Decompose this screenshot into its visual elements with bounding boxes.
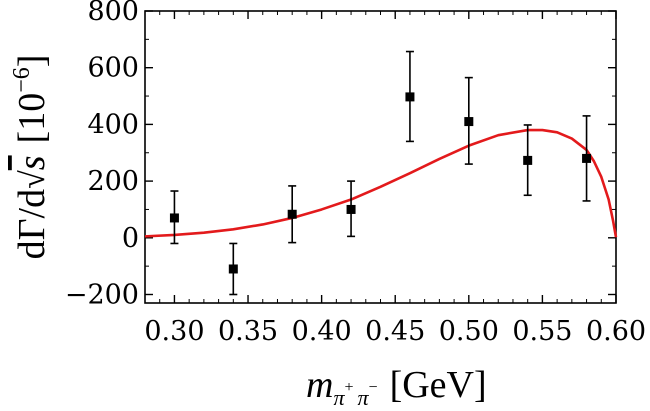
x-axis-title-sub1: π [333,385,345,410]
data-point [169,213,179,223]
sqrt-symbol-icon: √ [15,170,52,189]
x-tick-label: 0.60 [586,316,646,347]
y-axis: −200 0 200 400 600 800 [65,0,616,310]
x-tick-label: 0.55 [512,316,572,347]
x-axis-title-sup1: + [344,379,353,396]
x-axis-title-sub2: π [358,385,370,410]
x-axis-title-unit: [GeV] [390,364,487,406]
data-point [405,92,415,102]
data-point [464,117,474,127]
y-axis-title-unit-open: [10 [11,93,53,144]
x-axis-title-sup2: − [369,379,378,396]
x-axis: 0.30 0.35 0.40 0.45 0.50 0.55 0.60 [144,11,646,347]
x-axis-title: mπ+ π− [GeV] [306,364,487,410]
y-tick-label: 800 [87,0,139,27]
data-point [228,264,238,274]
x-tick-label: 0.30 [144,316,204,347]
data-point [582,153,592,163]
y-tick-label: 0 [122,223,139,254]
x-tick-label: 0.35 [218,316,278,347]
x-tick-label: 0.45 [365,316,425,347]
y-tick-label: −200 [65,279,139,310]
data-points-layer [169,50,592,296]
data-point [287,209,297,219]
x-tick-label: 0.50 [439,316,499,347]
x-axis-title-var: m [306,364,333,406]
y-axis-title: dΓ/d√s [10−6] [9,55,53,260]
fit-curve [144,128,618,238]
y-axis-title-unit-close: ] [11,55,53,68]
y-tick-label: 400 [87,109,139,140]
y-tick-label: 200 [87,166,139,197]
y-axis-title-exponent: −6 [9,67,35,93]
fit-curve-layer [144,128,618,238]
y-axis-title-prefix: dΓ/d [11,189,53,260]
y-axis-title-radicand: s [11,155,53,170]
plot-frame [144,10,617,304]
data-point [346,204,356,214]
y-tick-label: 600 [87,53,139,84]
data-point [523,155,533,165]
x-tick-label: 0.40 [292,316,352,347]
